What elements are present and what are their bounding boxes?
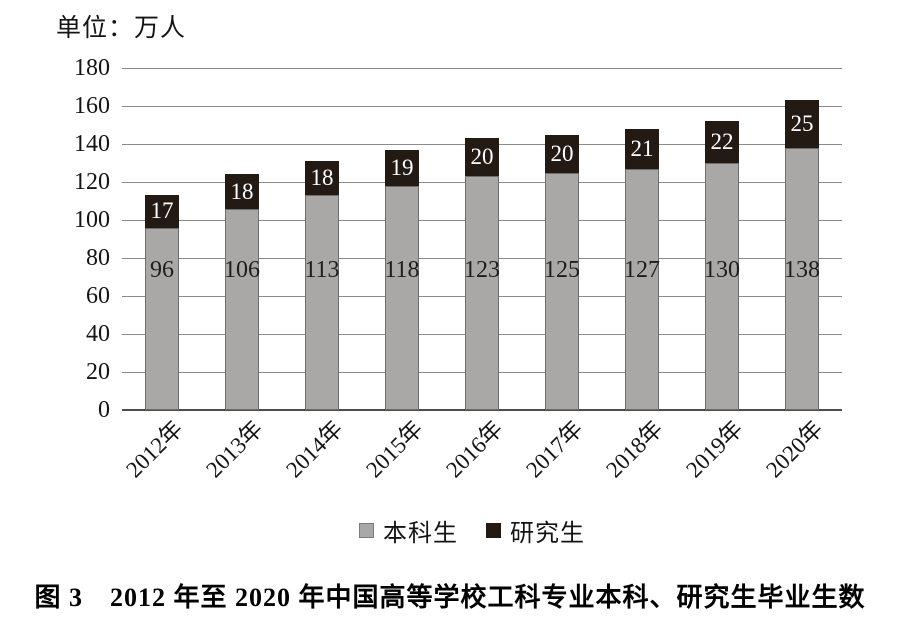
- unit-label: 单位：万人: [56, 15, 187, 42]
- bar-segment-grad: 25: [785, 100, 819, 148]
- bar-segment-undergrad: [545, 172, 579, 410]
- bar-segment-grad: 18: [305, 161, 339, 196]
- bar-segment-undergrad: [705, 163, 739, 410]
- y-axis-tick-label: 20: [86, 359, 110, 385]
- gridline: [122, 67, 842, 69]
- bar-segment-undergrad: [305, 195, 339, 410]
- bar-segment-grad: 21: [625, 128, 659, 169]
- plot-area: 17 96 18 106 18 113 19 118 20 123 20 125 21 127 22 130 2…: [122, 67, 842, 411]
- bar-segment-undergrad: [465, 176, 499, 410]
- y-axis-tick-label: 60: [86, 283, 110, 309]
- gridline: [122, 105, 842, 107]
- y-axis-tick-label: 40: [86, 321, 110, 347]
- bar-value-label-undergrad: 118: [384, 257, 420, 283]
- y-axis-tick-label: 120: [74, 169, 110, 195]
- y-axis-tick-label: 180: [74, 55, 110, 81]
- bar-value-label-undergrad: 125: [544, 257, 580, 283]
- bar-value-label-undergrad: 138: [784, 257, 820, 283]
- bar-segment-grad: 18: [225, 174, 259, 209]
- y-axis-tick-label: 80: [86, 245, 110, 271]
- bar-segment-grad: 22: [705, 121, 739, 163]
- bar-segment-undergrad: [225, 208, 259, 410]
- legend-label-undergrad: 本科生: [383, 521, 458, 547]
- bar-segment-grad: 20: [545, 134, 579, 173]
- x-axis-line: [122, 409, 842, 411]
- figure-caption: 图 3 2012 年至 2020 年中国高等学校工科专业本科、研究生毕业生数: [34, 583, 866, 612]
- bar-segment-grad: 17: [145, 195, 179, 228]
- legend-swatch-grad-icon: [486, 523, 501, 538]
- bar-segment-undergrad: [625, 168, 659, 410]
- bar-value-label-undergrad: 113: [304, 257, 340, 283]
- bar-segment-undergrad: [145, 227, 179, 410]
- bar-segment-grad: 20: [465, 138, 499, 177]
- legend: 本科生 研究生: [0, 513, 900, 548]
- bar-value-label-undergrad: 127: [624, 257, 660, 283]
- legend-label-grad: 研究生: [510, 521, 585, 547]
- legend-swatch-undergrad-icon: [359, 523, 374, 538]
- y-axis-tick-label: 0: [98, 397, 110, 423]
- bar-segment-undergrad: [385, 185, 419, 410]
- bar-value-label-undergrad: 123: [464, 257, 500, 283]
- bar-segment-undergrad: [785, 147, 819, 410]
- bar-value-label-undergrad: 106: [224, 257, 260, 283]
- bar-value-label-undergrad: 130: [704, 257, 740, 283]
- bar-value-label-undergrad: 96: [150, 257, 174, 283]
- legend-item-undergrad: 本科生: [359, 513, 458, 548]
- bar-segment-grad: 19: [385, 149, 419, 186]
- y-axis-tick-label: 100: [74, 207, 110, 233]
- y-axis-tick-label: 160: [74, 93, 110, 119]
- legend-item-grad: 研究生: [486, 513, 585, 548]
- y-axis-tick-label: 140: [74, 131, 110, 157]
